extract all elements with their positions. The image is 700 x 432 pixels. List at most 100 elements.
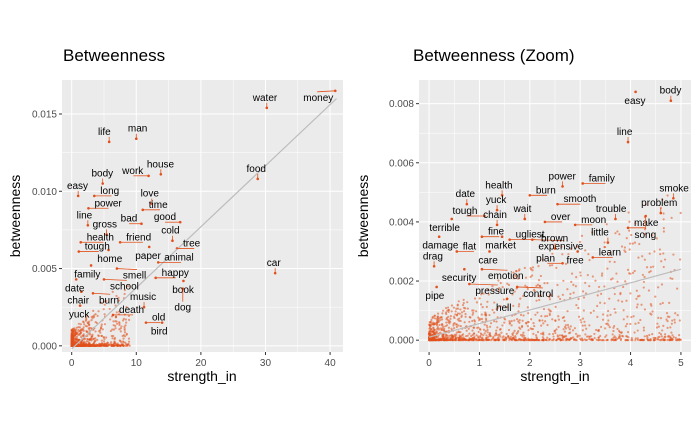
background-point (659, 333, 663, 336)
background-point (446, 334, 449, 337)
y-tick-label: 0.000 (389, 336, 414, 347)
word-label: music (130, 292, 156, 303)
background-point (600, 292, 603, 295)
background-point (649, 303, 652, 306)
background-point (603, 302, 606, 305)
background-point (82, 326, 85, 329)
word-label: family (589, 173, 615, 184)
background-point (557, 315, 560, 318)
word-label: smoke (659, 183, 689, 194)
word-label: chair (67, 296, 89, 307)
background-point (496, 326, 499, 329)
background-point (564, 262, 568, 265)
background-point (585, 335, 589, 338)
word-label: old (152, 313, 165, 324)
data-point-school (102, 278, 106, 281)
background-point (466, 334, 469, 337)
background-point (497, 339, 500, 342)
background-point (540, 332, 543, 335)
background-point (662, 324, 665, 327)
background-point (118, 323, 121, 327)
background-point (631, 242, 634, 245)
background-point (661, 329, 664, 332)
background-point (607, 324, 610, 327)
background-point (496, 316, 499, 319)
background-point (446, 339, 449, 342)
background-point (482, 292, 485, 295)
background-point (546, 336, 549, 339)
background-point (651, 310, 654, 313)
background-point (540, 315, 543, 318)
background-point (569, 292, 572, 296)
background-point (509, 335, 512, 338)
background-point (556, 283, 559, 287)
word-label: power (94, 198, 122, 209)
background-point (508, 322, 511, 325)
x-tick-label: 30 (260, 358, 272, 369)
background-point (584, 249, 587, 252)
word-label: money (303, 93, 333, 104)
background-point (450, 304, 454, 307)
background-point (101, 328, 104, 331)
background-point (491, 285, 494, 288)
background-point (631, 271, 635, 275)
background-point (519, 333, 523, 337)
background-point (577, 297, 580, 301)
background-point (434, 331, 438, 334)
background-point (616, 337, 619, 341)
background-point (108, 307, 111, 311)
background-point (439, 339, 443, 342)
background-point (75, 326, 78, 329)
background-point (539, 274, 542, 278)
background-point (665, 318, 668, 321)
background-point (596, 304, 599, 308)
background-point (643, 335, 646, 338)
background-point (570, 272, 574, 275)
background-point (648, 252, 651, 255)
background-point (440, 328, 443, 332)
background-point (90, 319, 93, 322)
data-point-free (576, 250, 579, 253)
background-point (108, 343, 111, 347)
background-point (592, 309, 595, 312)
background-point (100, 325, 103, 328)
x-tick-label: 5 (678, 358, 684, 369)
background-point (457, 324, 460, 327)
background-point (559, 297, 562, 301)
background-point (458, 312, 461, 315)
background-point (79, 323, 82, 326)
word-label: work (121, 166, 144, 177)
background-point (429, 320, 433, 324)
background-point (514, 334, 517, 338)
background-point (77, 322, 80, 325)
y-tick-label: 0.000 (32, 341, 57, 352)
data-point-chair (80, 290, 83, 294)
background-point (492, 288, 495, 292)
background-point (671, 319, 674, 322)
background-point (457, 336, 460, 339)
background-point (623, 246, 627, 249)
word-label: drag (423, 251, 443, 262)
background-point (522, 339, 526, 342)
background-point (457, 330, 460, 333)
background-point (103, 323, 107, 326)
background-point (88, 342, 91, 346)
background-point (518, 319, 521, 322)
word-label: emotion (488, 271, 524, 282)
background-point (536, 311, 539, 314)
background-point (529, 275, 532, 278)
background-point (630, 336, 633, 340)
background-point (582, 290, 585, 293)
background-point (557, 295, 560, 298)
background-point (79, 344, 82, 347)
background-point (613, 324, 616, 328)
background-point (605, 334, 608, 337)
background-point (105, 342, 108, 345)
background-point (516, 274, 519, 278)
background-point (613, 307, 616, 311)
background-point (103, 303, 106, 306)
background-point (493, 339, 496, 342)
background-point (605, 223, 608, 226)
background-point (636, 295, 640, 298)
background-point (669, 277, 672, 280)
